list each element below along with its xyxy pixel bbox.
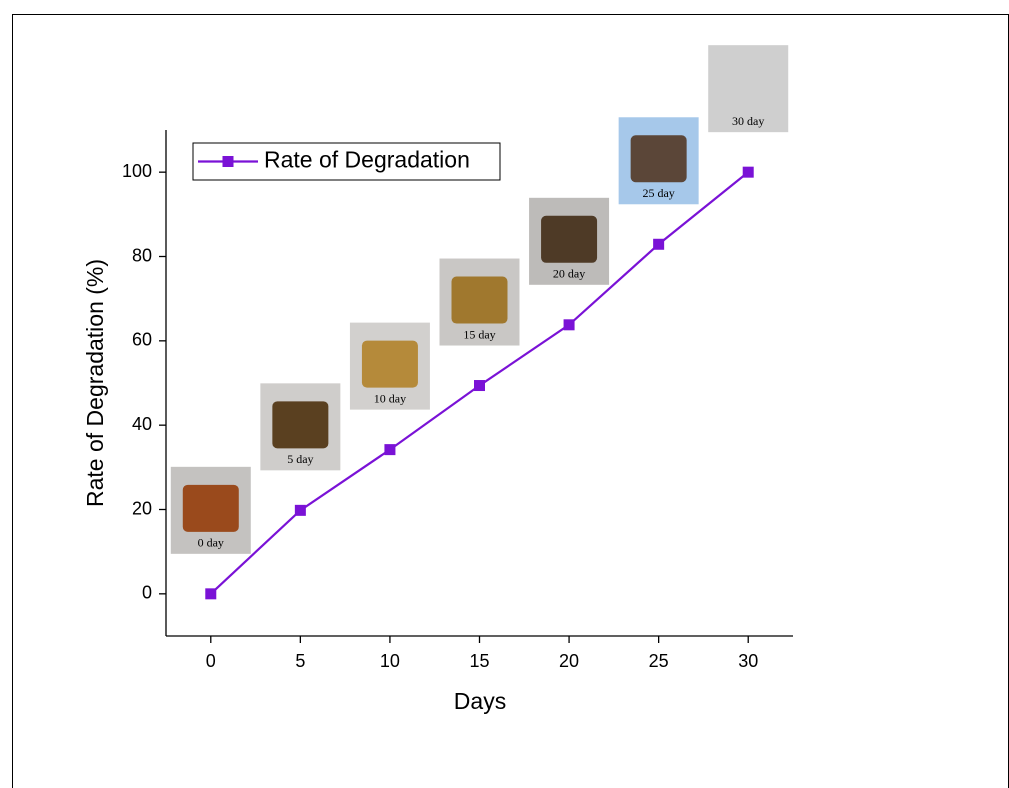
- point-marker: [205, 588, 216, 599]
- point-marker: [474, 380, 485, 391]
- photo-label: 20 day: [553, 267, 585, 281]
- legend-label: Rate of Degradation: [264, 147, 470, 173]
- x-tick-label: 5: [295, 651, 305, 671]
- photo-label: 25 day: [642, 186, 674, 200]
- page-frame: [13, 15, 1009, 788]
- y-tick-label: 20: [132, 498, 152, 518]
- photo-label: 0 day: [198, 536, 224, 550]
- point-marker: [564, 319, 575, 330]
- x-axis-title: Days: [454, 688, 506, 714]
- x-tick-label: 20: [559, 651, 579, 671]
- chart: Days Rate of Degradation (%) 0 day 5 day 1…: [0, 0, 1009, 788]
- photo-sample: [452, 277, 508, 324]
- point-marker: [743, 167, 754, 178]
- photo-sample: [272, 401, 328, 448]
- photo-layer: 0 day 5 day 10 day 15 day 20 day 25 day 30 day: [171, 45, 788, 554]
- x-tick-label: 10: [380, 651, 400, 671]
- point-marker: [653, 239, 664, 250]
- y-tick-label: 0: [142, 583, 152, 603]
- x-tick-label: 0: [206, 651, 216, 671]
- x-tick-label: 15: [469, 651, 489, 671]
- x-tick-label: 25: [649, 651, 669, 671]
- y-tick-label: 60: [132, 330, 152, 350]
- photo-label: 15 day: [463, 327, 495, 341]
- y-tick-label: 100: [122, 161, 152, 181]
- legend-marker: [223, 156, 234, 167]
- photo-sample: [362, 341, 418, 388]
- plot-area: 0 5 10 15 20 25 30 0 20 40 60 80 100 Rate of Degradat…: [122, 130, 793, 671]
- photo-sample: [631, 135, 687, 182]
- photo-sample: [183, 485, 239, 532]
- y-tick-label: 80: [132, 245, 152, 265]
- photo-label: 30 day: [732, 114, 764, 128]
- point-marker: [384, 444, 395, 455]
- photo-label: 10 day: [374, 391, 406, 405]
- photo-sample: [541, 216, 597, 263]
- y-axis-title: Rate of Degradation (%): [82, 259, 108, 507]
- y-tick-label: 40: [132, 414, 152, 434]
- point-marker: [295, 505, 306, 516]
- x-tick-label: 30: [738, 651, 758, 671]
- photo-label: 5 day: [287, 452, 313, 466]
